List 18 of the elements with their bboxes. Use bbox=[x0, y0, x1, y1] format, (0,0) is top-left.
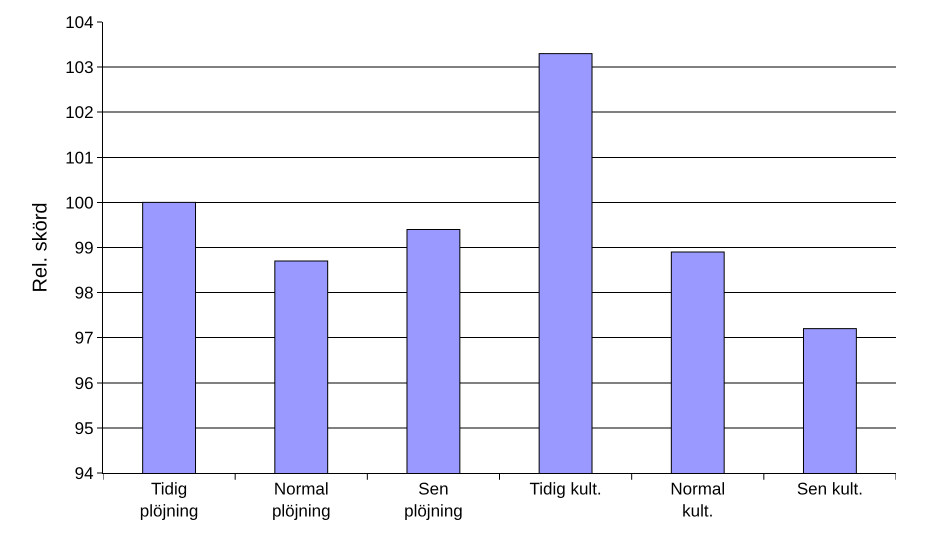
y-tick-label: 97 bbox=[74, 328, 94, 348]
y-tick-label: 94 bbox=[74, 464, 94, 483]
x-tick-label: Normal plöjning bbox=[272, 479, 331, 520]
y-tick-label: 101 bbox=[65, 148, 94, 168]
y-tick-label: 103 bbox=[65, 58, 94, 78]
x-tick-label: Normal kult. bbox=[670, 479, 726, 520]
x-tick-label: Sen kult. bbox=[796, 479, 863, 498]
x-tick-label: Tidig kult. bbox=[530, 479, 602, 498]
y-tick-label: 100 bbox=[65, 193, 94, 212]
y-axis-title: Rel. skörd bbox=[30, 202, 52, 293]
y-tick-label: 98 bbox=[74, 284, 94, 303]
y-tick-label: 104 bbox=[65, 12, 94, 32]
x-tick-label: Sen plöjning bbox=[404, 479, 463, 520]
y-tick-label: 96 bbox=[74, 374, 94, 393]
x-tick-label: Tidig plöjning bbox=[140, 479, 198, 520]
y-tick-label: 99 bbox=[74, 238, 94, 258]
y-tick-label: 102 bbox=[65, 103, 94, 122]
y-tick-label: 95 bbox=[74, 418, 94, 438]
